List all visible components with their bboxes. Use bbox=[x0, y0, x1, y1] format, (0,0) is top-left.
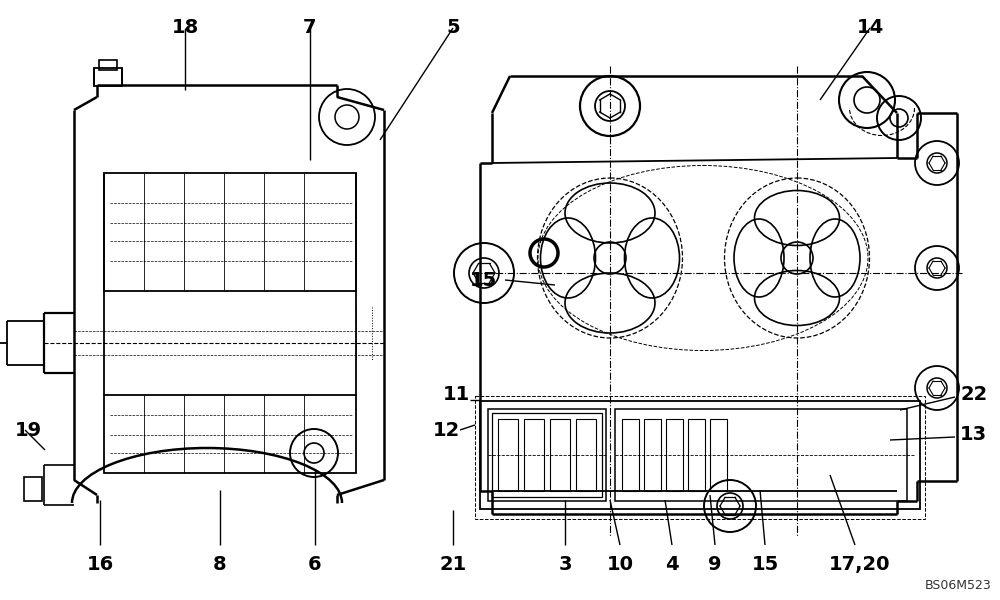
Text: 15: 15 bbox=[470, 271, 497, 289]
Bar bbox=[94, 68, 122, 86]
Bar bbox=[710, 419, 727, 491]
Bar bbox=[480, 401, 920, 509]
Bar bbox=[688, 419, 705, 491]
Text: 16: 16 bbox=[86, 555, 114, 574]
Bar bbox=[524, 419, 544, 491]
Text: 17,20: 17,20 bbox=[829, 555, 891, 574]
Text: 11: 11 bbox=[443, 385, 470, 404]
Text: 8: 8 bbox=[213, 555, 227, 574]
Text: 15: 15 bbox=[751, 555, 779, 574]
Text: 21: 21 bbox=[439, 555, 467, 574]
Bar bbox=[492, 413, 602, 497]
Bar bbox=[576, 419, 596, 491]
Bar bbox=[615, 409, 907, 501]
Bar bbox=[644, 419, 661, 491]
Text: 14: 14 bbox=[856, 18, 884, 37]
Text: BS06M523: BS06M523 bbox=[925, 579, 992, 592]
Text: 5: 5 bbox=[446, 18, 460, 37]
Text: 19: 19 bbox=[15, 421, 42, 439]
Bar bbox=[622, 419, 639, 491]
Bar bbox=[104, 173, 356, 291]
Text: 10: 10 bbox=[606, 555, 634, 574]
Circle shape bbox=[595, 91, 625, 121]
Bar bbox=[475, 396, 925, 519]
Bar bbox=[498, 419, 518, 491]
Text: 12: 12 bbox=[433, 421, 460, 439]
Bar bbox=[104, 395, 356, 473]
Text: 9: 9 bbox=[708, 555, 722, 574]
Text: 13: 13 bbox=[960, 425, 987, 445]
Bar bbox=[488, 409, 606, 501]
Bar bbox=[550, 419, 570, 491]
Text: 7: 7 bbox=[303, 18, 317, 37]
Circle shape bbox=[469, 258, 499, 288]
Text: 22: 22 bbox=[960, 385, 987, 404]
Bar bbox=[666, 419, 683, 491]
Bar bbox=[99, 60, 117, 70]
Text: 3: 3 bbox=[558, 555, 572, 574]
Text: 6: 6 bbox=[308, 555, 322, 574]
Text: 4: 4 bbox=[665, 555, 679, 574]
Bar bbox=[24, 477, 42, 501]
Text: 18: 18 bbox=[171, 18, 199, 37]
